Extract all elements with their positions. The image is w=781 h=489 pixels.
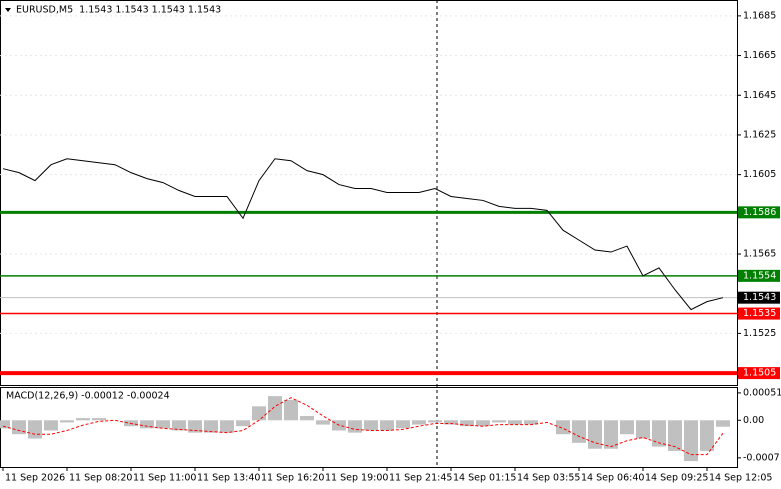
- signal-line: [2, 397, 724, 456]
- last-price-label: 1.1543: [743, 292, 776, 303]
- macd-bar: [252, 406, 266, 421]
- macd-bar: [236, 420, 250, 427]
- macd-bar: [300, 415, 314, 421]
- level-box: [738, 307, 780, 320]
- macd-bar: [204, 420, 218, 433]
- x-tick-label: 14 Sep 03:55: [517, 473, 580, 484]
- level-label: 1.1554: [743, 270, 776, 281]
- macd-bar: [28, 420, 42, 439]
- chart-title: EURUSD,M5 1.1543 1.1543 1.1543 1.1543: [16, 5, 221, 16]
- macd-bar: [588, 420, 602, 449]
- last-price-box: [738, 291, 780, 304]
- macd-bar: [348, 420, 362, 433]
- main-frame: [0, 0, 738, 386]
- level-box: [738, 367, 780, 380]
- macd-bar: [172, 420, 186, 431]
- y-tick-label: 1.1525: [743, 328, 776, 339]
- x-tick-label: 11 Sep 08:20: [69, 473, 132, 484]
- x-tick-label: 14 Sep 12:05: [709, 473, 772, 484]
- macd-bar: [668, 420, 682, 451]
- macd-bar: [460, 420, 474, 427]
- macd-bar: [140, 420, 154, 429]
- x-tick-label: 14 Sep 01:15: [453, 473, 516, 484]
- macd-bar: [412, 420, 426, 425]
- macd-bar: [572, 420, 586, 443]
- macd-bar: [44, 420, 58, 431]
- macd-bar: [476, 420, 490, 427]
- level-label: 1.1586: [743, 207, 776, 218]
- macd-bar: [620, 420, 634, 435]
- x-tick-label: 14 Sep 09:25: [645, 473, 708, 484]
- macd-bar: [444, 420, 458, 425]
- macd-bar: [0, 420, 10, 429]
- macd-bar: [60, 420, 74, 423]
- x-tick-label: 11 Sep 13:40: [197, 473, 260, 484]
- x-tick-label: 11 Sep 2026: [5, 473, 65, 484]
- level-label: 1.1535: [743, 308, 776, 319]
- x-tick-label: 11 Sep 11:00: [133, 473, 196, 484]
- macd-bar: [76, 418, 90, 421]
- y-tick-label: 1.1665: [743, 50, 776, 61]
- level-box: [738, 206, 780, 219]
- level-box: [738, 269, 780, 282]
- macd-bar: [364, 420, 378, 431]
- macd-bar: [188, 420, 202, 433]
- y-tick-label: 0.00051: [743, 387, 781, 398]
- y-tick-label: 0.00: [743, 415, 764, 426]
- macd-bar: [12, 420, 26, 435]
- macd-bar: [508, 420, 522, 425]
- macd-bar: [92, 418, 106, 421]
- macd-bar: [156, 420, 170, 429]
- macd-bar: [684, 420, 698, 462]
- macd-bar: [524, 420, 538, 425]
- macd-bar: [604, 420, 618, 449]
- macd-bar: [284, 399, 298, 421]
- y-tick-label: 1.1685: [743, 10, 776, 21]
- macd-bar: [380, 420, 394, 431]
- x-tick-label: 11 Sep 16:20: [261, 473, 324, 484]
- price-line: [2, 158, 724, 311]
- y-tick-label: 1.1625: [743, 129, 776, 140]
- x-tick-label: 11 Sep 21:45: [389, 473, 452, 484]
- macd-bar: [716, 420, 730, 427]
- menu-icon: [5, 8, 11, 12]
- macd-title: MACD(12,26,9) -0.00012 -0.00024: [6, 391, 170, 402]
- y-tick-label: 1.1645: [743, 90, 776, 101]
- macd-bar: [428, 420, 442, 423]
- y-tick-label: 1.1605: [743, 169, 776, 180]
- macd-bar: [268, 396, 282, 421]
- macd-bar: [492, 420, 506, 423]
- macd-bar: [316, 420, 330, 425]
- x-tick-label: 14 Sep 06:40: [581, 473, 644, 484]
- macd-bar: [220, 420, 234, 433]
- y-tick-label: -0.0007: [743, 452, 780, 463]
- macd-bar: [700, 420, 714, 451]
- macd-bar: [396, 420, 410, 429]
- macd-bar: [652, 420, 666, 447]
- y-tick-label: 1.1565: [743, 249, 776, 260]
- level-label: 1.1505: [743, 368, 776, 379]
- x-tick-label: 11 Sep 19:00: [325, 473, 388, 484]
- macd-bar: [556, 420, 570, 435]
- macd-bar: [636, 420, 650, 439]
